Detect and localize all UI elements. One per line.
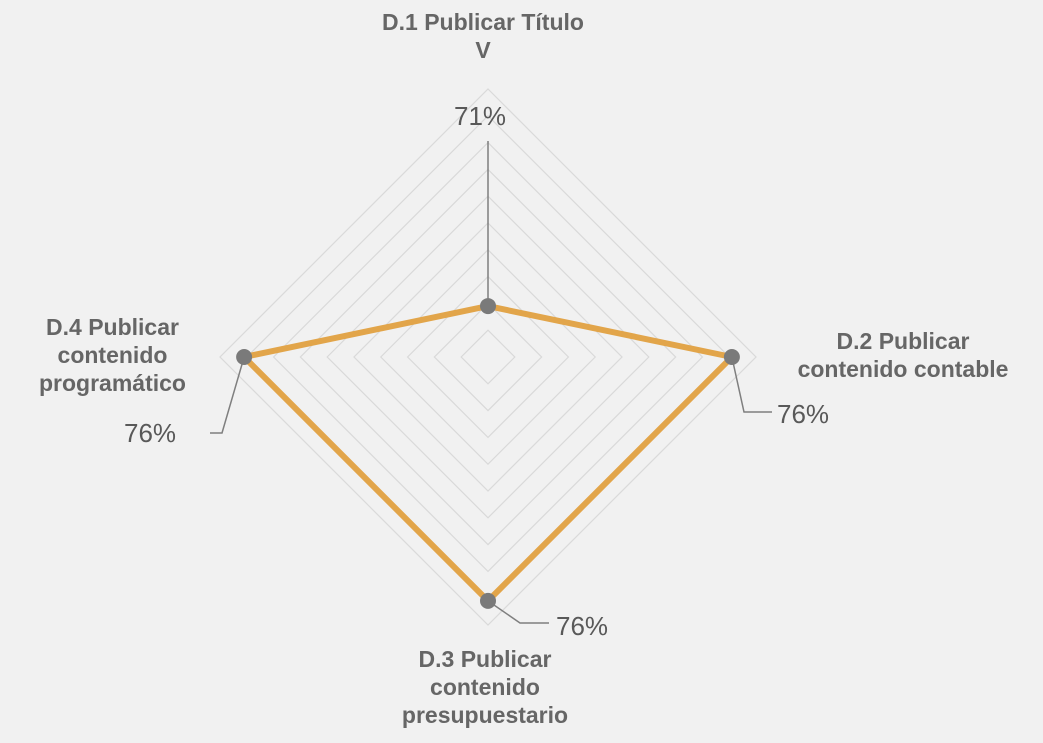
axis-label-d3: D.3 Publicar contenido presupuestario [401,646,569,728]
grid-ring [219,88,757,626]
data-point-2 [723,349,740,365]
leader-line [731,356,772,413]
data-label-d4: 76% [124,418,177,448]
data-point-1 [480,298,496,315]
grid-ring [433,302,543,412]
grid-ring [272,141,704,573]
axis-label-d1: D.1 Publicar Título V [382,9,584,63]
grid-ring [460,329,516,385]
leader-line [487,600,549,624]
grid-ring [326,195,650,519]
axis-label-d2: D.2 Publicar contenido contable [797,328,1009,382]
leader-line [210,356,245,434]
data-label-d1: 71% [454,101,507,131]
leader-lines [210,141,772,624]
grid-ring [406,275,570,439]
data-point-3 [480,592,496,609]
data-point-4 [236,349,253,365]
data-label-d2: 76% [777,399,830,429]
data-label-d3: 76% [556,611,609,641]
grid-ring [353,222,623,492]
series-layer [236,298,740,609]
grid-ring [299,168,677,546]
axis-label-d4: D.4 Publicar contenido programático [39,314,186,396]
